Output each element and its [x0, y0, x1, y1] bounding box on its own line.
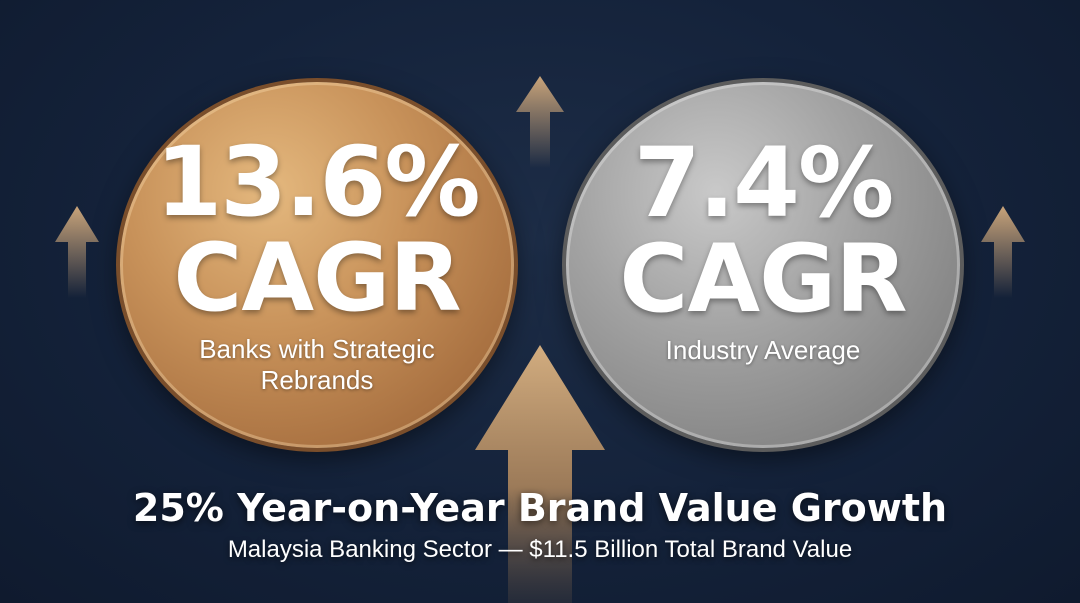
gold-stat-circle: 13.6% CAGR Banks with Strategic Rebrands: [120, 82, 514, 448]
silver-stat-value: 7.4%: [633, 126, 894, 239]
up-arrow-icon: [516, 76, 564, 168]
gold-stat-description: Banks with Strategic Rebrands: [199, 334, 435, 395]
large-up-arrow-icon: [475, 345, 605, 603]
left-up-arrow-icon: [55, 206, 99, 298]
headline: 25% Year-on-Year Brand Value Growth: [132, 486, 948, 530]
gold-stat-label: CAGR: [173, 224, 461, 333]
gold-stat-value: 13.6%: [155, 126, 480, 238]
subline: Malaysia Banking Sector — $11.5 Billion …: [227, 536, 853, 563]
silver-stat-circle: 7.4% CAGR Industry Average: [566, 82, 960, 448]
silver-stat-label: CAGR: [619, 224, 907, 334]
right-up-arrow-icon: [981, 206, 1025, 298]
silver-stat-description: Industry Average: [665, 334, 861, 365]
